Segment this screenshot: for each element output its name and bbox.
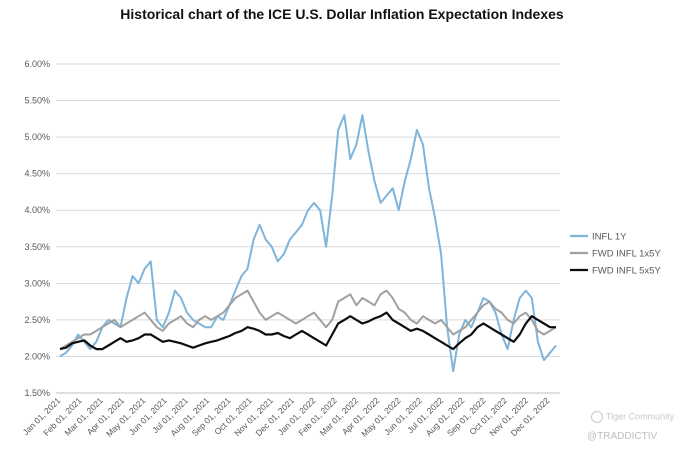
y-tick-label: 3.50%	[24, 242, 50, 252]
legend-label-0: INFL 1Y	[592, 232, 627, 243]
series-lines	[59, 114, 557, 373]
legend: INFL 1Y FWD INFL 1x5Y FWD INFL 5x5Y	[570, 232, 661, 277]
y-tick-label: 5.50%	[24, 96, 50, 106]
y-tick-label: 6.00%	[24, 59, 50, 69]
gridlines	[56, 63, 560, 394]
y-tick-label: 4.50%	[24, 169, 50, 179]
legend-label-2: FWD INFL 5x5Y	[592, 266, 661, 277]
chart-title: Historical chart of the ICE U.S. Dollar …	[120, 6, 564, 22]
watermark-brand: Tiger Community	[606, 411, 675, 422]
y-tick-label: 2.00%	[24, 351, 50, 361]
tiger-logo-icon	[591, 411, 603, 423]
y-axis: 1.50% 2.00% 2.50% 3.00% 3.50% 4.00% 4.50% 5.00%…	[24, 59, 50, 398]
legend-label-1: FWD INFL 1x5Y	[592, 249, 661, 260]
y-tick-label: 5.00%	[24, 132, 50, 142]
y-tick-label: 3.00%	[24, 278, 50, 288]
y-tick-label: 1.50%	[24, 388, 50, 398]
watermark: Tiger Community @TRADDICTIV	[587, 411, 675, 442]
series-line-2	[59, 311, 556, 351]
watermark-handle: @TRADDICTIV	[587, 431, 658, 442]
series-line-1	[59, 289, 557, 350]
y-tick-label: 4.00%	[24, 205, 50, 215]
series-line-0	[59, 114, 557, 373]
y-tick-label: 2.50%	[24, 315, 50, 325]
